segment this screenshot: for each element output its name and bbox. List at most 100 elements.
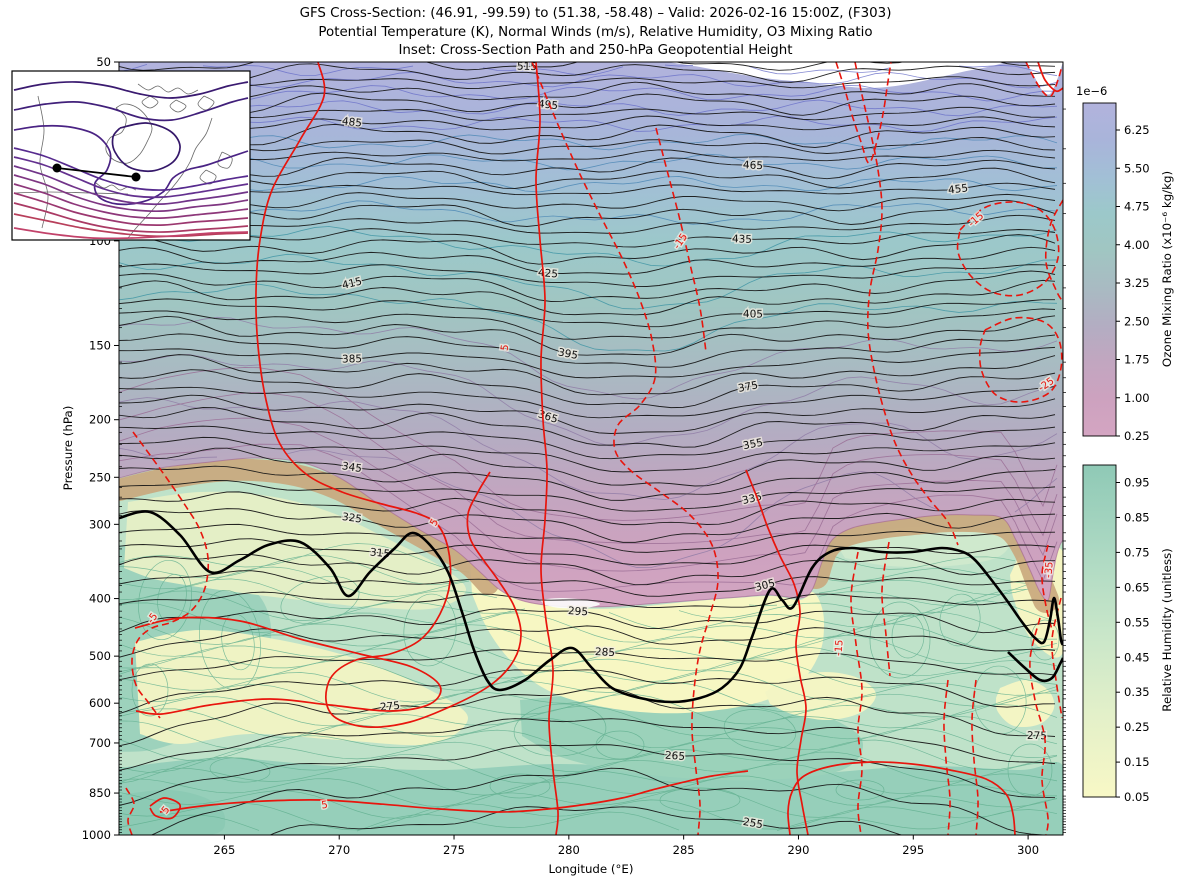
wind-contour-solid [535,62,559,835]
theta-contour [119,270,1056,302]
contour-label: 295 [568,605,589,618]
rh-colorbar-tick-label: 0.95 [1124,476,1150,490]
wind-label: -35 [1043,561,1055,578]
rh-colorbar-tick-label: 0.65 [1124,580,1150,594]
inset-height-contour [13,81,249,99]
theta-contour [119,123,1056,148]
rh-patch [124,491,467,610]
plot-border [118,61,1064,836]
theta-contour [119,625,1056,658]
rh-patch [520,693,863,781]
rh-loop [138,559,192,641]
contour-label: 325 [341,511,363,526]
wind-contour-dashed [1044,199,1063,303]
ozone-colorbar-tick-label: 5.50 [1124,161,1150,175]
y-axis-label: Pressure (hPa) [61,405,75,491]
rh-loop [939,593,981,647]
path [119,634,1058,669]
theta-contour [119,228,1056,248]
theta-contour [119,263,1056,287]
wind-contour-dashed [1051,597,1063,719]
contour-label: 395 [557,346,579,362]
rh-loop [1030,619,1060,661]
tropopause-line [1007,651,1063,683]
x-tick-label: 290 [787,843,809,857]
contour-label: 255 [742,816,764,831]
theta-contour [119,465,1056,501]
rh-loop [209,757,271,783]
title-block: GFS Cross-Section: (46.91, -99.59) to (5… [0,5,1191,61]
contour-label: 345 [341,460,363,475]
rh-loop [403,593,457,667]
tropopause-line [119,510,1063,704]
rh-loop [835,779,885,801]
inset-height-contour [13,174,249,213]
wind-contours-solid [134,62,1063,835]
wind-label: -15 [833,639,845,656]
inset-coastline [137,83,199,95]
inset-height-contour [13,97,249,122]
wind-contour-dashed [531,62,719,835]
wind-label: 5 [321,800,329,812]
theta-contour [119,346,1056,379]
theta-contour [119,115,1056,131]
rh-loop [723,709,797,751]
x-axis-label: Longitude (°E) [548,862,634,876]
wind-contours-dashed [125,62,1063,835]
ozone-colorbar-ticks: 6.25 5.50 4.75 4.00 3.25 2.50 1.75 1.00 0.25 [1116,123,1150,443]
ozone-line [119,316,1058,400]
inset-height-contour [13,202,249,233]
rh-loop [973,665,1027,735]
ozone-colorbar-tick-label: 2.50 [1124,314,1150,328]
rh-colorbar-tick-label: 0.35 [1124,685,1150,699]
wind-contour-dashed [971,679,979,835]
theta-contour [269,806,904,835]
y-tick-label: 250 [89,470,111,484]
wind-contour-dashed [125,787,135,835]
x-tick-label: 265 [213,843,235,857]
wind-contour-dashed [835,62,892,164]
ozone-colorbar-tick-label: 6.25 [1124,123,1150,137]
theta-contour [119,149,1056,162]
wind-contour-dashed [850,551,863,835]
wind-contour-dashed [881,541,891,677]
theta-contour [119,92,1056,116]
contour-label: 385 [342,353,362,365]
ozone-line [119,354,1058,447]
theta-contour [119,192,1056,212]
theta-contour [119,214,1056,234]
path [119,646,1058,679]
y-tick-label: 50 [96,55,111,69]
y-tick-label: 500 [89,649,111,663]
inset-height-contour [13,213,249,238]
contour-label: 265 [665,750,686,763]
theta-contour [119,298,1055,328]
inset-coastline [13,191,129,195]
theta-contour [119,394,1056,434]
ozone-colorbar-tick-label: 4.00 [1124,238,1150,252]
wind-contour-dashed [956,201,1060,297]
ozone-line [119,283,1058,352]
contour-label: 375 [737,379,759,394]
x-tick-label: 285 [673,843,695,857]
theta-contour [119,246,1056,275]
theta-contour [119,386,1056,419]
theta-contour [119,62,1056,71]
inset-height-contour [13,165,249,206]
theta-contour [119,744,1056,806]
ozone-line [119,175,1058,193]
inset-height-contour [111,122,181,173]
rh-loop [489,773,551,799]
wind-contour-solid [149,797,182,820]
theta-contour [119,308,1056,340]
title-line-2: Potential Temperature (K), Normal Winds … [318,24,873,40]
inset-frame [11,70,251,241]
ozone-colorbar-tick-label: 1.75 [1124,353,1150,367]
contour-label: 455 [947,182,968,196]
wind-contour-dashed [1029,617,1049,835]
inset-coastline [141,95,159,109]
rh-colorbar-tick-label: 0.45 [1124,650,1150,664]
rh-colorbar-tick-label: 0.85 [1124,510,1150,524]
wind-contour-dashed [131,431,210,719]
